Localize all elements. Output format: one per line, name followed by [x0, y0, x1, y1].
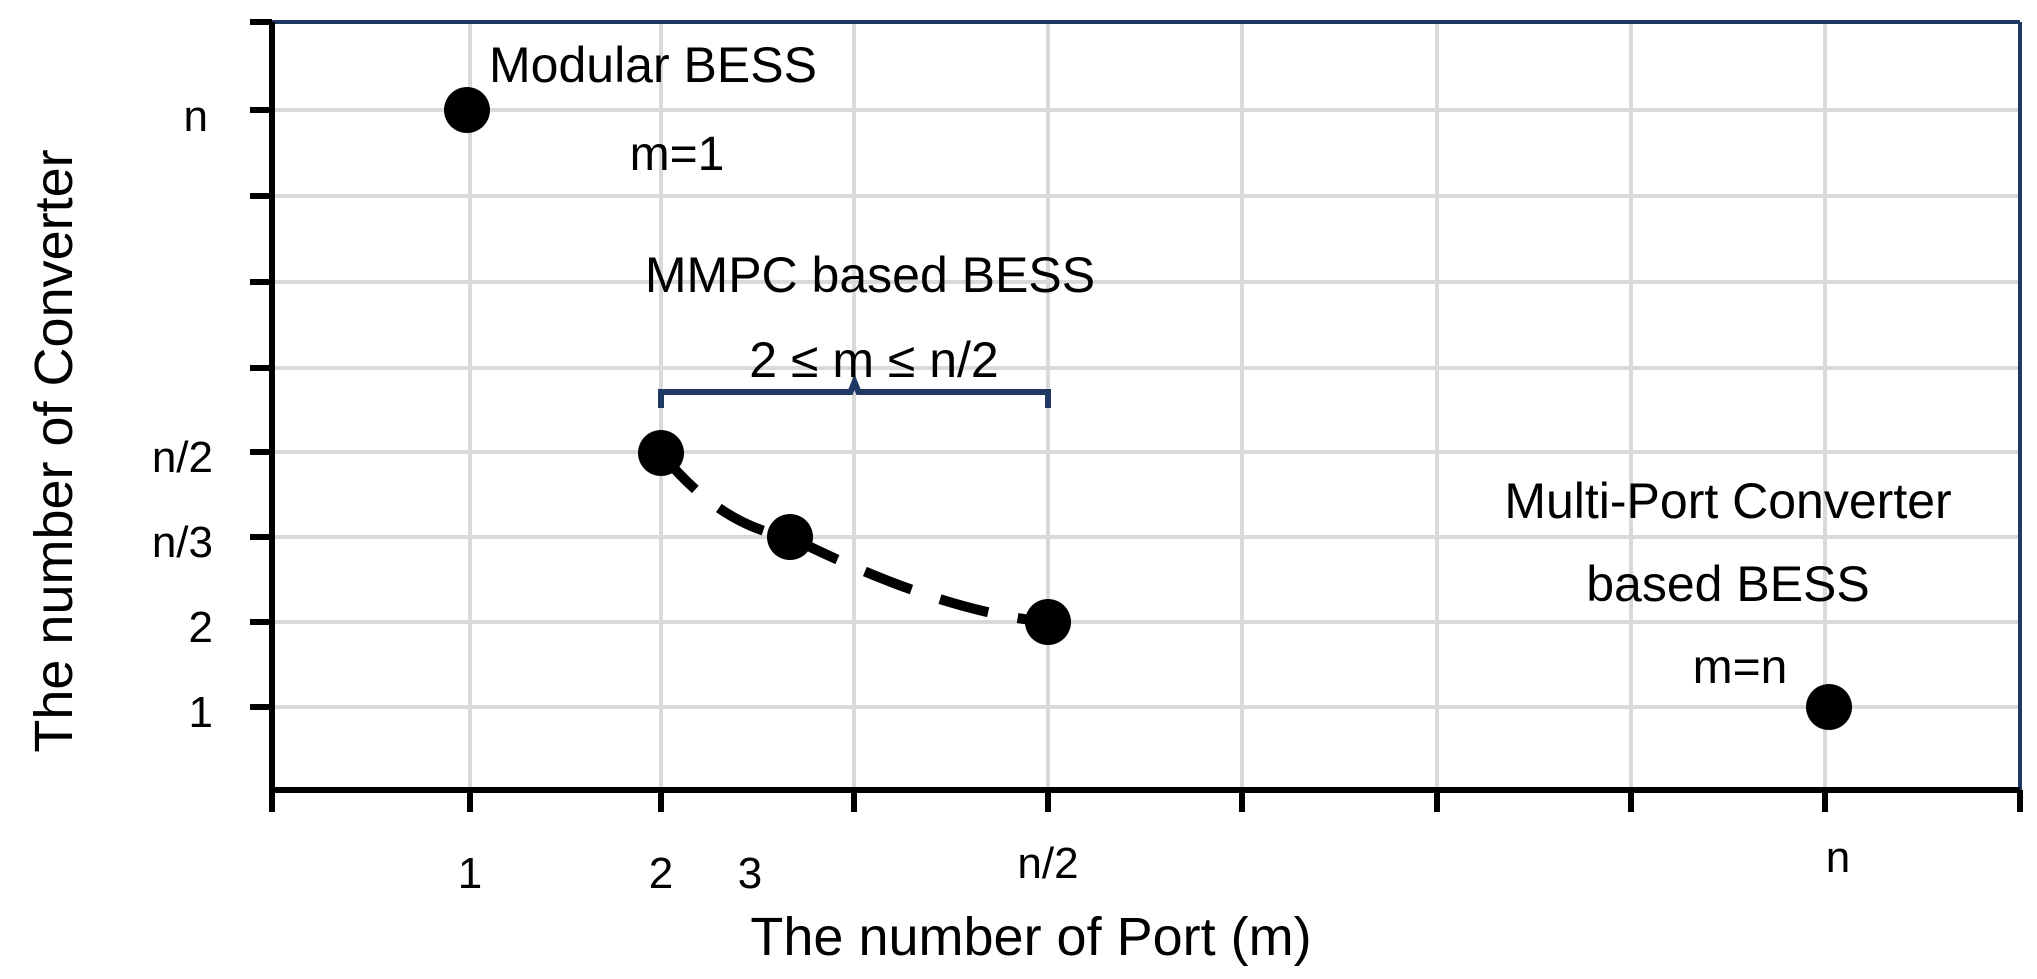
axis-titles: The number of Port (m) The number of Con… [24, 149, 1312, 967]
modular-bess-label: Modular BESS [489, 37, 817, 93]
data-point-2 [638, 430, 684, 476]
data-point-1 [444, 87, 490, 133]
y-tick-label-2: 2 [189, 603, 213, 652]
y-tick-label-1: 1 [189, 688, 213, 737]
mpc-m-label: m=n [1693, 641, 1788, 694]
y-tick-label-n-third: n/3 [152, 518, 213, 567]
data-points [444, 87, 1852, 730]
x-tick-label-3: 3 [738, 849, 762, 898]
annotations: Modular BESS m=1 MMPC based BESS 2 ≤ m ≤… [489, 37, 1952, 694]
x-tick-label-1: 1 [458, 849, 482, 898]
x-tick-label-n: n [1826, 833, 1850, 882]
y-tick-label-n-half: n/2 [152, 433, 213, 482]
tick-labels: 1 2 3 n/2 n 1 2 n/3 n/2 n [152, 92, 1850, 898]
x-axis-title: The number of Port (m) [750, 907, 1311, 967]
mmpc-range-label: 2 ≤ m ≤ n/2 [749, 332, 998, 388]
mpc-bess-label-line2: based BESS [1586, 556, 1870, 612]
x-tick-label-n-half: n/2 [1017, 839, 1078, 888]
data-point-5 [1806, 684, 1852, 730]
gridlines [272, 22, 2022, 790]
data-point-4 [1025, 599, 1071, 645]
plot-frame [272, 20, 2022, 790]
y-axis-title: The number of Converter [24, 149, 84, 752]
range-brace-layer [658, 373, 1051, 408]
mmpc-bess-label: MMPC based BESS [645, 247, 1095, 303]
mpc-bess-label-line1: Multi-Port Converter [1504, 473, 1951, 529]
range-brace [658, 373, 1051, 408]
data-point-3 [767, 514, 813, 560]
x-tick-label-2: 2 [649, 849, 673, 898]
y-tick-label-n: n [184, 92, 208, 141]
modular-bess-m-label: m=1 [630, 128, 725, 181]
axes [250, 19, 2023, 812]
